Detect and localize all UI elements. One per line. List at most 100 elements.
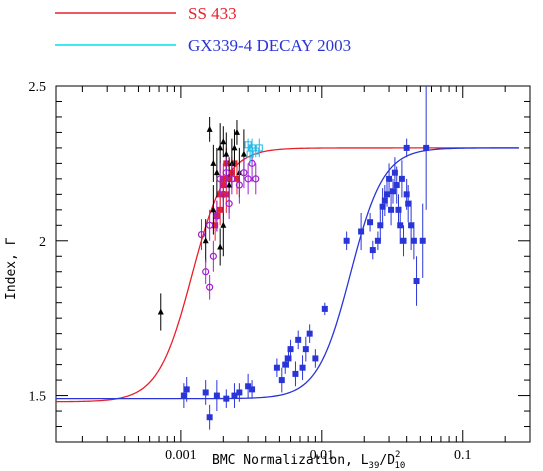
data-point	[403, 144, 410, 151]
data-point	[206, 283, 214, 291]
data-point	[217, 243, 224, 250]
data-point	[228, 175, 236, 183]
data-point	[285, 355, 292, 362]
data-point	[223, 395, 230, 402]
fit-curve	[56, 147, 519, 400]
data-point	[403, 191, 410, 198]
data-point	[180, 392, 187, 399]
data-point	[235, 181, 243, 189]
data-point	[393, 182, 400, 189]
data-point	[369, 247, 376, 254]
data-point	[213, 212, 221, 220]
data-points	[157, 86, 430, 430]
data-point	[410, 237, 417, 244]
data-point	[405, 200, 412, 207]
data-point	[249, 386, 256, 393]
data-point	[400, 237, 407, 244]
data-point	[248, 159, 256, 167]
data-point	[246, 150, 254, 158]
data-point	[388, 206, 395, 213]
data-point	[219, 190, 227, 198]
data-point	[343, 237, 350, 244]
data-point	[240, 150, 247, 157]
data-point	[395, 206, 402, 213]
x-tick-label: 0.001	[165, 448, 197, 463]
fit-curves	[55, 147, 519, 403]
legend-label-ss433: SS 433	[188, 4, 237, 23]
data-point	[299, 364, 306, 371]
data-point	[390, 188, 397, 195]
data-point	[233, 175, 240, 182]
x-tick-label: 0.01	[310, 448, 335, 463]
data-point	[197, 230, 206, 239]
data-point	[398, 175, 405, 182]
data-point	[282, 361, 289, 368]
fit-curve	[55, 147, 519, 403]
data-point	[217, 206, 224, 213]
data-point	[231, 392, 238, 399]
data-point	[220, 138, 227, 145]
data-point	[413, 278, 420, 285]
x-tick-label: 0.1	[454, 448, 472, 463]
data-point	[220, 221, 227, 228]
data-point	[312, 355, 319, 362]
data-point	[302, 346, 309, 353]
data-point	[213, 392, 220, 399]
data-point	[278, 377, 285, 384]
data-point	[273, 364, 280, 371]
data-point	[226, 181, 233, 188]
data-point	[292, 370, 299, 377]
data-point	[408, 222, 415, 229]
data-point	[202, 268, 210, 276]
x-axis-label: BMC Normalization, L39/D2 10	[212, 450, 405, 471]
data-point	[367, 219, 374, 226]
data-point	[379, 203, 386, 210]
data-point	[223, 150, 230, 157]
data-point	[391, 169, 398, 176]
data-point	[202, 389, 209, 396]
y-tick-label: 1.5	[29, 390, 47, 405]
data-point	[419, 237, 426, 244]
data-point	[397, 222, 404, 229]
data-point	[157, 308, 164, 315]
tick-labels: 0.001 0.01 0.1 1.5 2 2.5	[29, 80, 472, 463]
data-point	[210, 159, 217, 166]
data-point	[217, 144, 224, 151]
data-point	[183, 386, 190, 393]
data-point	[236, 389, 243, 396]
data-point	[245, 383, 252, 390]
data-point	[240, 169, 248, 177]
data-point	[306, 330, 313, 337]
data-point	[321, 305, 328, 312]
data-point	[255, 144, 263, 152]
data-point	[212, 222, 219, 229]
data-point	[206, 125, 213, 132]
data-point	[231, 144, 238, 151]
data-point	[358, 228, 365, 235]
data-point	[222, 169, 230, 177]
data-point	[381, 197, 388, 204]
data-point	[252, 175, 260, 183]
data-point	[383, 191, 390, 198]
tick-marks	[56, 85, 530, 443]
data-point	[206, 414, 213, 421]
data-point	[228, 159, 235, 166]
data-point	[213, 169, 220, 176]
data-point	[295, 336, 302, 343]
data-point	[423, 144, 430, 151]
plot-frame	[55, 85, 531, 443]
y-axis-label: Index, Γ	[4, 237, 19, 300]
data-point	[202, 237, 209, 244]
legend: SS 433 GX339-4 DECAY 2003	[55, 4, 351, 55]
data-point	[206, 221, 214, 229]
data-point	[374, 237, 381, 244]
data-point	[287, 346, 294, 353]
data-point	[244, 175, 252, 183]
y-tick-label: 2.5	[29, 80, 47, 95]
legend-label-gx339: GX339-4 DECAY 2003	[188, 36, 351, 55]
data-point	[377, 222, 384, 229]
data-point	[233, 128, 240, 135]
data-point	[386, 175, 393, 182]
data-point	[225, 200, 233, 208]
